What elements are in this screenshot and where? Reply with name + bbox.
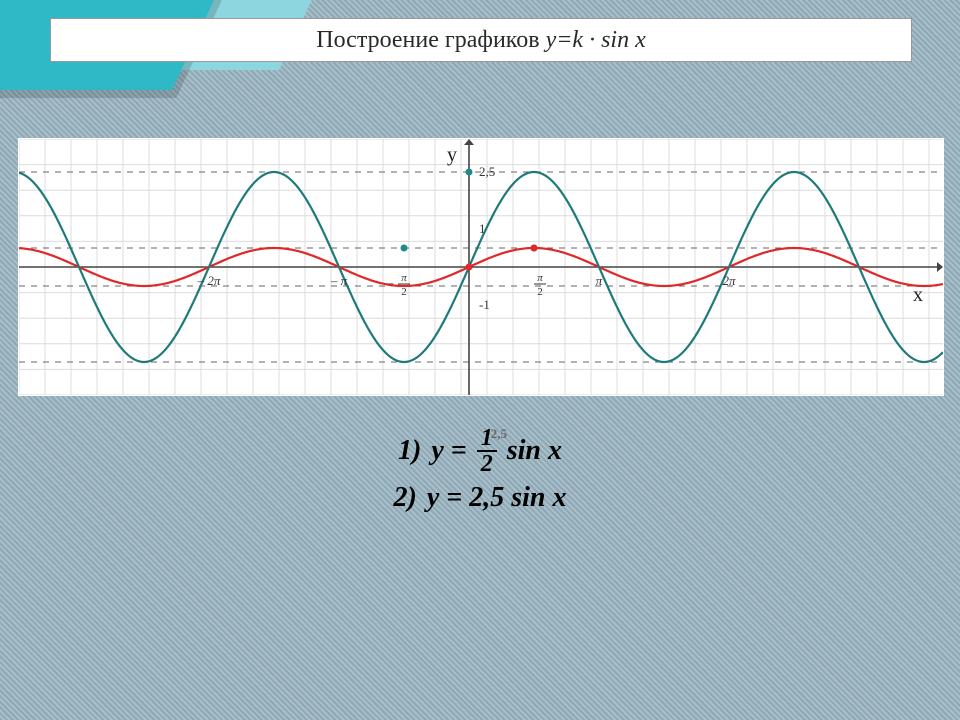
svg-text:-1: -1 [479,297,490,312]
svg-text:2π: 2π [722,273,736,288]
fraction-half: 1 2 2,5 [477,426,497,476]
formula-1-num: 1) [398,435,421,467]
title-formula: y=k · sin x [546,27,646,54]
slide-title: Построение графиков y=k · sin x [50,18,912,62]
svg-text:2,5: 2,5 [479,164,495,179]
formula-block: 1) y = 1 2 2,5 sin x 2) y = 2,5 sin x [0,420,960,520]
frac-den: 2 [477,452,497,476]
svg-text:x: x [913,284,923,306]
svg-text:π: π [401,272,407,284]
overlay-text: 2,5 [491,427,507,440]
svg-text:–: – [386,275,394,290]
formula-1-pre: y = [431,435,466,467]
sine-chart: – 2π– π–π2π2π2π1-12,5yx [19,139,943,395]
svg-text:– π: – π [330,273,348,288]
svg-text:1: 1 [479,221,486,236]
svg-text:2: 2 [537,286,543,298]
svg-text:2: 2 [401,286,407,298]
svg-text:π: π [537,272,543,284]
svg-text:y: y [447,144,457,166]
formula-2: 2) y = 2,5 sin x [0,482,960,514]
formula-2-num: 2) [394,482,417,514]
formula-1: 1) y = 1 2 2,5 sin x [0,426,960,476]
svg-text:– 2π: – 2π [197,273,221,288]
formula-1-post: sin x [507,435,562,467]
title-text: Построение графиков [316,27,539,54]
chart-container: – 2π– π–π2π2π2π1-12,5yx [18,138,944,396]
svg-text:π: π [596,273,603,288]
formula-2-body: y = 2,5 sin x [427,482,567,514]
